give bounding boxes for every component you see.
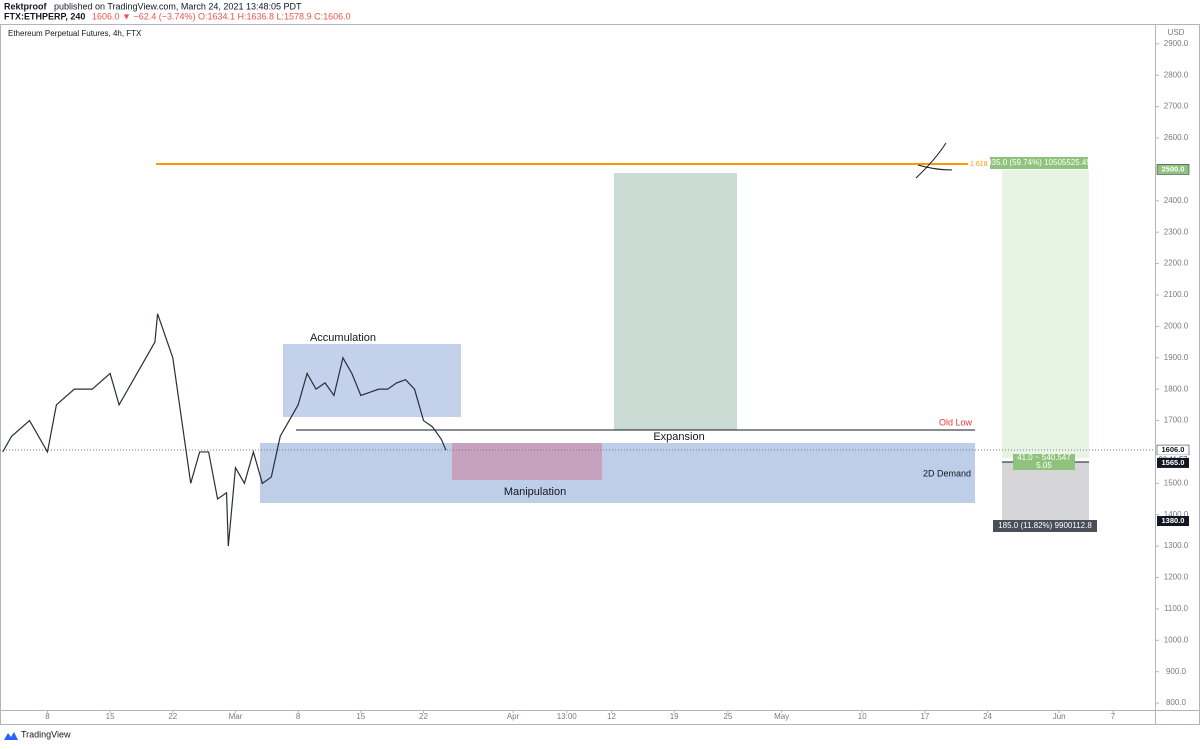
y-tick-label: 1500.0 — [1164, 478, 1189, 487]
accumulation-zone — [283, 344, 461, 417]
annotation: 5.05 — [1036, 461, 1052, 470]
symbol: FTX:ETHPERP, 240 — [4, 11, 85, 21]
x-tick-label: 24 — [983, 712, 992, 721]
y-tick-label: 1800.0 — [1164, 384, 1189, 393]
x-tick-label: 13:00 — [557, 712, 578, 721]
price-badge — [1156, 164, 1190, 175]
annotation: Old Low — [939, 417, 973, 427]
y-tick-label: 1400.0 — [1164, 510, 1189, 519]
x-tick-label: 22 — [419, 712, 428, 721]
y-tick-label: 2000.0 — [1164, 321, 1189, 330]
x-tick-label: 8 — [45, 712, 50, 721]
y-tick-label: 1000.0 — [1164, 635, 1189, 644]
published: published on TradingView.com, March 24, … — [54, 1, 302, 11]
price-badge — [1157, 516, 1189, 527]
x-tick-label: Mar — [229, 712, 243, 721]
price-badge-label: 2500.0 — [1162, 164, 1185, 173]
x-tick-label: 15 — [356, 712, 365, 721]
annotation: Accumulation — [310, 332, 376, 344]
x-tick-label: Jun — [1053, 712, 1066, 721]
x-tick-label: May — [774, 712, 789, 721]
price-badge-label: 1380.0 — [1162, 516, 1185, 525]
y-tick-label: 2800.0 — [1164, 70, 1189, 79]
annotation: 185.0 (11.82%) 9900112.8 — [998, 521, 1092, 530]
ohlc: 1606.0 ▼ −62.4 (−3.74%) O:1634.1 H:1636.… — [92, 11, 351, 21]
brand: TradingView — [21, 729, 71, 739]
y-tick-label: 1700.0 — [1164, 416, 1189, 425]
annotation: 2D Demand — [923, 468, 971, 478]
y-tick-label: 2300.0 — [1164, 227, 1189, 236]
y-tick-label: 2700.0 — [1164, 102, 1189, 111]
chart-title: Ethereum Perpetual Futures, 4h, FTX — [8, 29, 142, 38]
annotation: 1.618 — [970, 161, 988, 168]
y-tick-label: 2400.0 — [1164, 196, 1189, 205]
currency: USD — [1168, 28, 1185, 37]
label-box — [993, 520, 1097, 532]
x-tick-label: 10 — [858, 712, 867, 721]
author: Rektproof — [4, 1, 48, 11]
x-tick-label: 25 — [723, 712, 732, 721]
annotation: Expansion — [653, 431, 704, 443]
y-tick-label: 1100.0 — [1164, 604, 1188, 613]
label-box — [1013, 454, 1075, 470]
x-tick-label: Apr — [507, 712, 520, 721]
price-badge-label: 1606.0 — [1162, 445, 1185, 454]
price-badge-label: 1565.0 — [1162, 458, 1185, 467]
stop-zone — [1002, 462, 1089, 520]
annotation: 935.0 (59.74%) 10505525.45 — [987, 158, 1091, 167]
expansion-zone — [614, 173, 737, 430]
label-box — [990, 157, 1088, 169]
y-tick-label: 900.0 — [1166, 667, 1187, 676]
logo — [4, 732, 18, 740]
cross-mark — [915, 142, 953, 179]
demand-zone — [260, 443, 975, 503]
x-tick-label: 17 — [920, 712, 929, 721]
annotation: 41.0 ~ 540.547 — [1017, 453, 1071, 462]
y-tick-label: 2200.0 — [1164, 259, 1189, 268]
x-tick-label: 12 — [607, 712, 616, 721]
x-tick-label: 7 — [1111, 712, 1116, 721]
price-line — [2, 313, 447, 547]
x-tick-label: 8 — [296, 712, 301, 721]
y-tick-label: 2600.0 — [1164, 133, 1189, 142]
y-tick-label: 1200.0 — [1164, 573, 1189, 582]
x-tick-label: 19 — [670, 712, 679, 721]
annotation: Manipulation — [504, 486, 566, 498]
manipulation-zone — [452, 443, 602, 480]
price-badge — [1157, 457, 1189, 468]
y-tick-label: 1300.0 — [1164, 541, 1189, 550]
target-zone — [1002, 170, 1089, 458]
y-tick-label: 1900.0 — [1164, 353, 1189, 362]
y-tick-label: 800.0 — [1166, 698, 1187, 707]
x-tick-label: 15 — [106, 712, 115, 721]
y-tick-label: 2100.0 — [1164, 290, 1189, 299]
x-tick-label: 22 — [168, 712, 177, 721]
y-tick-label: 2900.0 — [1164, 39, 1189, 48]
